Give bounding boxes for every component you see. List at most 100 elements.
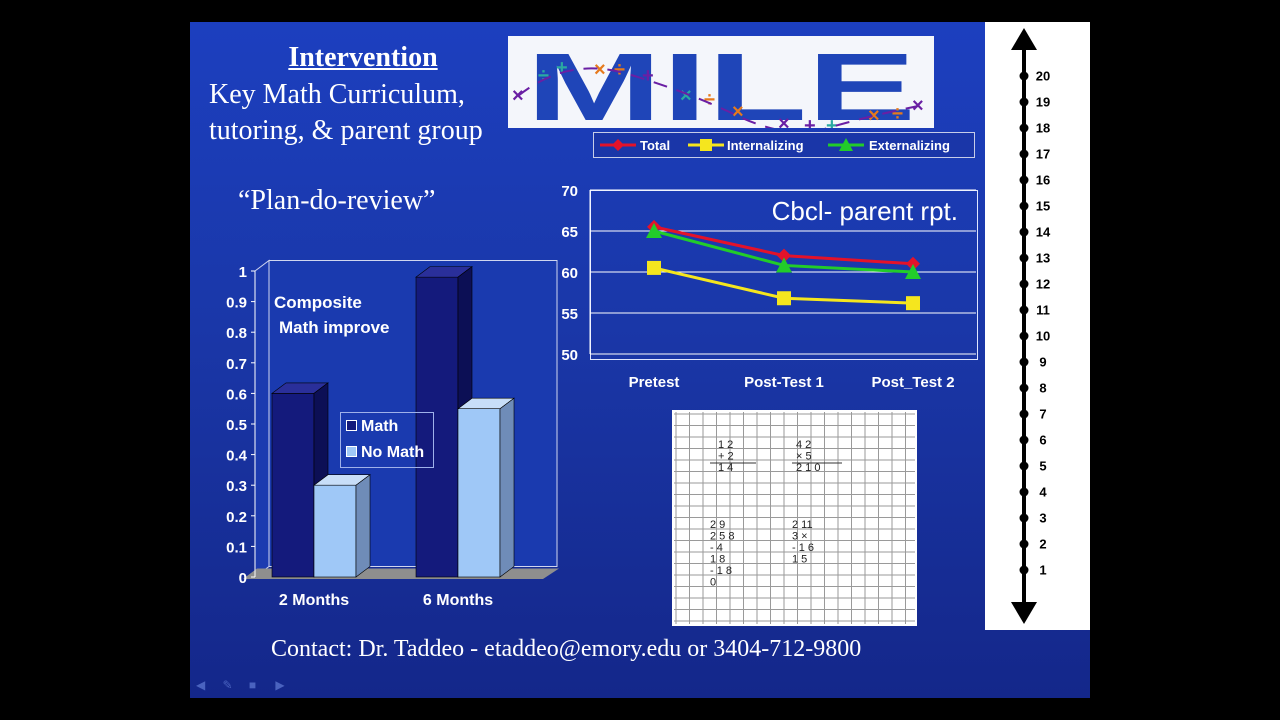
number-line-dot [1019, 71, 1029, 81]
bar-y-tick-label: 0.9 [226, 295, 247, 312]
handwritten-digit: 1 8 [710, 554, 725, 566]
svg-text:÷: ÷ [614, 59, 625, 81]
number-line-label: 3 [1039, 511, 1046, 526]
number-line-label: 19 [1036, 95, 1050, 110]
svg-text:÷: ÷ [892, 103, 903, 125]
subtitle-line-2: tutoring, & parent group [209, 115, 483, 146]
bar-y-tick-label: 0.8 [226, 325, 247, 342]
bar-y-tick-label: 0.1 [226, 539, 247, 556]
legend-externalizing: Externalizing [869, 138, 950, 153]
bar-side-face [355, 474, 371, 578]
bar-legend-math: Math [346, 418, 398, 436]
number-line-dot [1019, 97, 1029, 107]
point-internalizing [647, 260, 661, 275]
number-line-dot [1019, 513, 1029, 523]
number-line-label: 9 [1039, 355, 1046, 370]
bar-legend-no-math: No Math [346, 444, 424, 462]
number-line-label: 7 [1039, 407, 1046, 422]
svg-text:×: × [512, 85, 524, 107]
point-internalizing [777, 291, 791, 306]
previous-slide-icon[interactable]: ◀ [196, 678, 206, 692]
number-line-label: 11 [1036, 303, 1050, 318]
handwritten-digit: + 2 [718, 451, 734, 463]
svg-text:+: + [642, 65, 654, 87]
down-arrow-icon [1011, 602, 1037, 624]
point-internalizing [906, 296, 920, 311]
svg-text:×: × [778, 113, 790, 128]
handwritten-digit: - 1 6 [792, 542, 814, 554]
no-math-swatch [346, 446, 357, 457]
bar-y-tick-label: 0 [239, 570, 247, 587]
line-x-tick-label: Post-Test 1 [744, 374, 824, 391]
number-line-label: 6 [1039, 433, 1046, 448]
line-chart-legend: Total Internalizing Externalizing [593, 132, 975, 158]
handwritten-digit: 3 × [792, 531, 808, 543]
point-total [777, 248, 791, 263]
bar-y-tick-label: 0.4 [226, 448, 248, 465]
up-arrow-icon [1011, 28, 1037, 50]
number-line-label: 16 [1036, 173, 1050, 188]
number-line-dot [1019, 409, 1029, 419]
bar-no-math [313, 484, 357, 578]
handwritten-digit: 1 4 [718, 462, 733, 474]
handwritten-digit: - 4 [710, 542, 723, 554]
number-line-label: 5 [1039, 459, 1046, 474]
number-line-dot [1019, 253, 1029, 263]
number-line-label: 8 [1039, 381, 1046, 396]
number-line-label: 10 [1036, 329, 1050, 344]
number-line-dot [1019, 123, 1029, 133]
line-x-tick-label: Post_Test 2 [871, 374, 954, 391]
number-line-label: 20 [1036, 69, 1050, 84]
point-externalizing [646, 223, 662, 238]
svg-text:+: + [556, 57, 568, 79]
bar-y-tick-label: 1 [239, 264, 247, 281]
menu-icon[interactable]: ■ [248, 678, 257, 692]
number-line-dot [1019, 435, 1029, 445]
svg-text:×: × [868, 105, 880, 127]
subtitle-line-1: Key Math Curriculum, [209, 79, 465, 110]
pen-icon[interactable]: ✎ [222, 678, 233, 692]
number-line-dot [1019, 357, 1029, 367]
handwritten-digit: - 1 8 [710, 565, 732, 577]
line-y-tick-label: 70 [561, 183, 578, 200]
bar-y-tick-label: 0.2 [226, 509, 247, 526]
bar-y-tick-label: 0.5 [226, 417, 247, 434]
bar-y-tick-label: 0.3 [226, 478, 247, 495]
handwritten-digit: 2 11 [792, 519, 813, 531]
svg-text:÷: ÷ [704, 89, 715, 111]
line-y-tick-label: 65 [561, 224, 578, 241]
point-total [906, 256, 920, 271]
logo-text: MILE [526, 36, 916, 128]
svg-text:×: × [732, 101, 744, 123]
number-line-dot [1019, 539, 1029, 549]
svg-text:÷: ÷ [538, 65, 549, 87]
mile-logo: MILE × ÷ + × ÷ + × ÷ × × + + × ÷ × [508, 34, 934, 141]
number-line-dot [1019, 175, 1029, 185]
number-line-dot [1019, 565, 1029, 575]
bar-chart-side-wall [254, 259, 270, 578]
number-line-dot [1019, 305, 1029, 315]
number-line-label: 15 [1036, 199, 1050, 214]
line-y-tick-label: 60 [561, 265, 578, 282]
handwritten-digit: 4 2 [796, 439, 811, 451]
plan-do-review-text: “Plan-do-review” [238, 185, 436, 216]
bar-chart: 0 0.1 0.2 0.3 0.4 0.5 0.6 0.7 0.8 0.9 1 2 Months 6 M… [226, 259, 559, 609]
bar-math [415, 276, 459, 578]
svg-text:×: × [594, 59, 606, 81]
number-line-label: 14 [1036, 225, 1051, 240]
number-line-panel: 20 19 18 17 16 15 14 13 12 11 10 9 8 7 6 5 4 3 2 1 [985, 22, 1090, 630]
number-line-label: 18 [1036, 121, 1050, 136]
handwritten-digit: × 5 [796, 451, 812, 463]
bar-x-tick-label: 6 Months [423, 592, 493, 609]
number-line-dot [1019, 487, 1029, 497]
line-y-tick-label: 55 [561, 306, 578, 323]
next-slide-icon[interactable]: ▶ [275, 678, 285, 692]
slideshow-controls[interactable]: ◀ ✎ ■ ▶ [196, 676, 297, 694]
handwritten-digit: 2 5 8 [710, 531, 734, 543]
bar-y-tick-label: 0.7 [226, 356, 247, 373]
bar-x-tick-label: 2 Months [279, 592, 349, 609]
number-line-dot [1019, 383, 1029, 393]
number-line-label: 1 [1039, 563, 1046, 578]
bar-annotation-line-2: Math improve [279, 318, 390, 337]
